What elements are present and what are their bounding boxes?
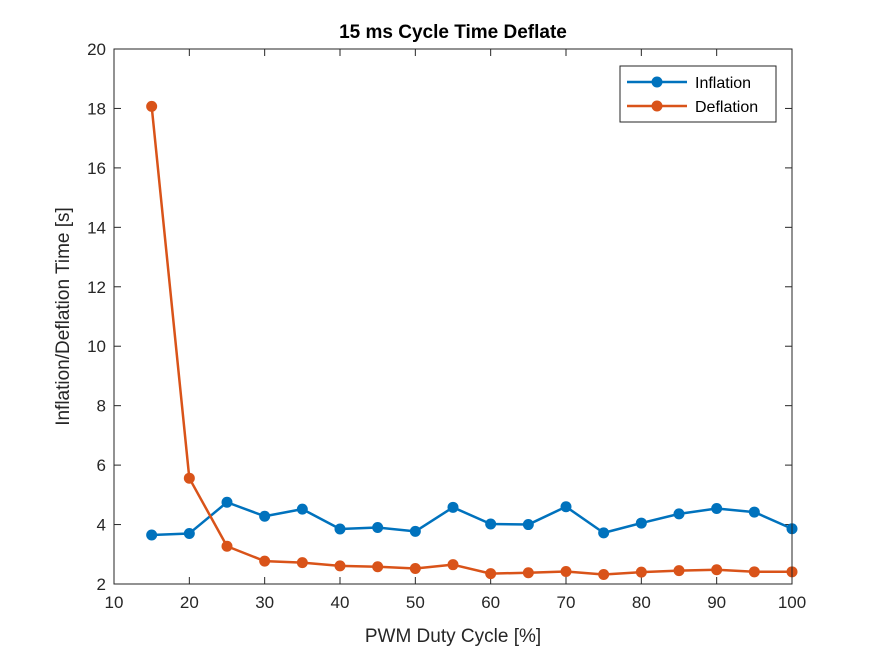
data-point-deflation: [259, 555, 271, 567]
data-point-deflation: [146, 100, 158, 112]
ticks-layer: 10 20 30 40 50 60 70 80 90 100 2 4 6 8 10 12 14 16 18 20: [87, 40, 806, 612]
y-tick-label: 16: [87, 159, 106, 178]
legend-marker-inflation: [651, 76, 663, 88]
y-tick-label: 10: [87, 337, 106, 356]
plot-area: [114, 49, 792, 584]
data-point-deflation: [334, 560, 346, 572]
data-point-deflation: [673, 565, 685, 577]
data-point-inflation: [409, 525, 421, 537]
series-layer: [146, 100, 798, 580]
y-tick-label: 18: [87, 99, 106, 118]
series-line-inflation: [151, 501, 793, 537]
data-point-deflation: [560, 566, 572, 578]
data-point-inflation: [560, 501, 572, 513]
data-point-deflation: [447, 559, 459, 571]
chart-title: 15 ms Cycle Time Deflate: [339, 22, 567, 43]
data-point-deflation: [522, 567, 534, 579]
data-point-inflation: [183, 527, 195, 539]
x-tick-label: 80: [632, 593, 651, 612]
data-point-deflation: [296, 557, 308, 569]
y-tick-label: 4: [97, 516, 106, 535]
data-point-inflation: [635, 517, 647, 529]
data-point-deflation: [372, 561, 384, 573]
y-axis-label: Inflation/Deflation Time [s]: [53, 207, 74, 426]
x-tick-label: 10: [105, 593, 124, 612]
y-tick-label: 2: [97, 575, 106, 594]
legend-box: [619, 65, 777, 123]
x-tick-label: 30: [255, 593, 274, 612]
x-tick-label: 40: [331, 593, 350, 612]
data-point-inflation: [673, 508, 685, 520]
data-point-inflation: [485, 518, 497, 530]
y-tick-label: 20: [87, 40, 106, 59]
data-point-deflation: [485, 568, 497, 580]
data-point-inflation: [221, 496, 233, 508]
legend: Inflation Deflation: [619, 65, 777, 123]
data-point-deflation: [748, 566, 760, 578]
series-line-deflation: [150, 106, 792, 576]
data-point-inflation: [598, 527, 610, 539]
legend-label-deflation: Deflation: [695, 99, 758, 116]
data-point-inflation: [334, 523, 346, 535]
x-tick-label: 100: [778, 593, 806, 612]
data-point-deflation: [221, 540, 233, 552]
x-tick-label: 20: [180, 593, 199, 612]
data-point-deflation: [598, 568, 610, 580]
data-point-deflation: [711, 564, 723, 576]
data-point-deflation: [183, 472, 195, 484]
data-point-inflation: [372, 522, 384, 534]
x-tick-label: 90: [707, 593, 726, 612]
x-axis-label: PWM Duty Cycle [%]: [365, 626, 541, 647]
legend-label-inflation: Inflation: [695, 75, 751, 92]
data-point-inflation: [748, 506, 760, 518]
y-tick-label: 6: [97, 456, 106, 475]
data-point-inflation: [711, 503, 723, 515]
data-point-inflation: [146, 529, 158, 541]
data-point-inflation: [447, 501, 459, 513]
data-point-deflation: [635, 566, 647, 578]
x-tick-label: 70: [557, 593, 576, 612]
y-tick-label: 8: [97, 397, 106, 416]
y-tick-label: 12: [87, 278, 106, 297]
x-tick-label: 60: [481, 593, 500, 612]
x-tick-label: 50: [406, 593, 425, 612]
data-point-inflation: [296, 503, 308, 515]
data-point-inflation: [259, 510, 271, 522]
legend-marker-deflation: [651, 100, 663, 112]
data-point-inflation: [522, 519, 534, 531]
data-point-deflation: [409, 563, 421, 575]
plot-frame: [113, 48, 793, 585]
y-tick-label: 14: [87, 218, 106, 237]
